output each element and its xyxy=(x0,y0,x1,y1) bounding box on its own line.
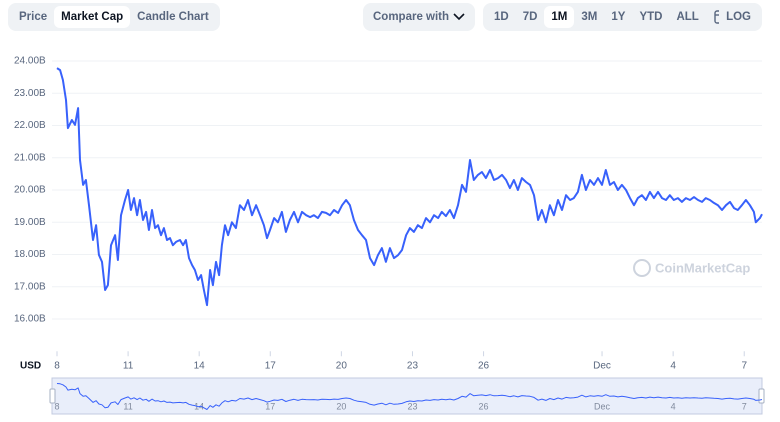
navigator-tick-label: 4 xyxy=(671,401,676,411)
x-tick-label: Dec xyxy=(593,361,611,372)
navigator-line xyxy=(56,383,763,410)
navigator-tick-label: Dec xyxy=(594,401,611,411)
range-tab[interactable]: 1M xyxy=(544,6,575,28)
x-tick-label: 7 xyxy=(741,361,747,372)
navigator-tick-label: 7 xyxy=(742,401,747,411)
navigator-tick-label: 17 xyxy=(265,401,275,411)
navigator-tick-label: 23 xyxy=(407,401,417,411)
view-tab[interactable]: Price xyxy=(19,11,48,23)
range-tab[interactable]: ALL xyxy=(676,11,699,23)
x-tick-label: 8 xyxy=(54,361,60,372)
y-tick-label: 16.00B xyxy=(14,314,46,325)
compare-label: Compare with xyxy=(373,11,450,23)
y-tick-label: 19.00B xyxy=(14,217,46,228)
range-tab[interactable]: 1D xyxy=(494,11,509,23)
navigator-tick-label: 8 xyxy=(54,401,59,411)
watermark: CoinMarketCap xyxy=(633,259,750,277)
chevron-icon xyxy=(453,13,465,21)
navigator-handle[interactable] xyxy=(49,388,56,404)
price-line xyxy=(56,67,763,307)
y-tick-label: 20.00B xyxy=(14,185,46,196)
x-tick-label: 11 xyxy=(123,361,134,372)
x-tick-label: 4 xyxy=(670,361,676,372)
x-tick-label: 26 xyxy=(478,361,490,372)
x-tick-label: 14 xyxy=(194,361,206,372)
x-tick-label: 23 xyxy=(407,361,419,372)
view-tab[interactable]: Candle Chart xyxy=(137,11,209,23)
range-tab[interactable]: 3M xyxy=(581,11,598,23)
y-tick-label: 23.00B xyxy=(14,88,46,99)
range-tab[interactable]: YTD xyxy=(639,11,663,23)
y-tick-label: 24.00B xyxy=(14,56,46,67)
navigator-tick-label: 11 xyxy=(123,401,132,411)
y-unit-label: USD xyxy=(20,361,41,372)
x-tick-label: 17 xyxy=(265,361,277,372)
y-tick-label: 18.00B xyxy=(14,249,46,260)
compare-dropdown[interactable]: Compare with xyxy=(363,3,475,31)
view-tabs: Price Market Cap Candle Chart xyxy=(8,3,220,31)
view-tab[interactable]: Market Cap xyxy=(54,6,131,28)
range-tab[interactable]: 7D xyxy=(522,11,538,23)
x-tick-label: 20 xyxy=(336,361,348,372)
navigator-handle[interactable] xyxy=(758,388,765,404)
navigator-tick-label: 26 xyxy=(479,401,489,411)
log-button[interactable]: LOG xyxy=(726,11,751,23)
range-tabs: 1D 7D 1M 3M 1Y YTD ALL LOG xyxy=(483,3,762,31)
navigator-tick-label: 20 xyxy=(336,401,346,411)
range-tab[interactable]: 1Y xyxy=(611,11,626,23)
y-tick-label: 22.00B xyxy=(14,120,46,131)
watermark-text: CoinMarketCap xyxy=(655,260,750,275)
calendar-icon[interactable] xyxy=(706,9,720,25)
y-tick-label: 17.00B xyxy=(14,281,46,292)
navigator[interactable] xyxy=(51,377,763,415)
y-tick-label: 21.00B xyxy=(14,152,46,163)
